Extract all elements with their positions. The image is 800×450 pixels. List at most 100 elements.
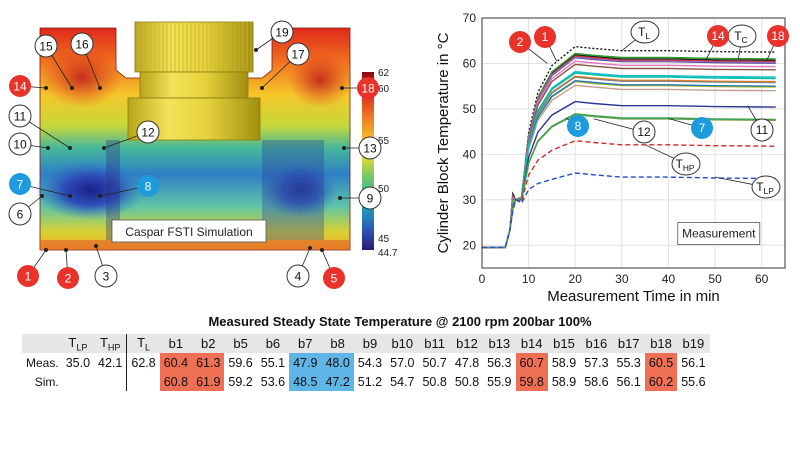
marker-label: 9 bbox=[367, 192, 374, 206]
bore-right bbox=[262, 140, 324, 240]
marker-point bbox=[308, 246, 312, 250]
line-chart: 0 10 20 30 40 50 60 20 30 40 50 60 70 Measurement Ti… bbox=[435, 11, 789, 305]
table-title: Measured Steady State Temperature @ 2100… bbox=[208, 314, 592, 329]
marker-label: 16 bbox=[75, 38, 89, 52]
column-header: b13 bbox=[483, 334, 516, 353]
column-header: b18 bbox=[644, 334, 678, 353]
annotation-label: 1 bbox=[542, 30, 549, 44]
marker-point bbox=[46, 146, 50, 150]
x-tick-label: 50 bbox=[708, 272, 722, 286]
marker-8 bbox=[137, 175, 159, 197]
shaft-spline-teeth bbox=[138, 22, 252, 72]
column-header: b14 bbox=[515, 334, 548, 353]
y-axis-label: Cylinder Block Temperature in °C bbox=[435, 32, 452, 253]
marker-18 bbox=[357, 77, 379, 99]
marker-4 bbox=[286, 264, 310, 288]
marker-point bbox=[342, 146, 346, 150]
table-cell: 60.7 bbox=[515, 353, 548, 372]
table-cell: 50.8 bbox=[454, 374, 480, 389]
column-header: b8 bbox=[321, 334, 354, 353]
column-header: b9 bbox=[353, 334, 387, 353]
chart-series bbox=[482, 45, 776, 249]
annotation-label: 8 bbox=[575, 119, 582, 133]
series-line-b15 bbox=[482, 63, 776, 249]
table-cell: 47.8 bbox=[454, 355, 480, 370]
column-header: b5 bbox=[224, 334, 257, 353]
marker-label: 1 bbox=[25, 270, 32, 284]
y-tick-label: 20 bbox=[463, 238, 477, 252]
table-cell: 56.3 bbox=[487, 355, 512, 370]
table-cell bbox=[127, 372, 160, 391]
colorbar-tick-label: 62 bbox=[378, 68, 390, 79]
marker-point bbox=[68, 146, 72, 150]
marker-point bbox=[320, 248, 324, 252]
annotation-label: 12 bbox=[637, 125, 651, 139]
marker-point bbox=[94, 244, 98, 248]
marker-label: 6 bbox=[17, 208, 24, 222]
marker-19 bbox=[270, 20, 294, 44]
table-cell: 42.1 bbox=[94, 353, 128, 372]
row-label: Sim. bbox=[34, 374, 59, 389]
marker-label: 10 bbox=[13, 138, 27, 152]
marker-13 bbox=[358, 136, 382, 160]
annotation-label: 14 bbox=[711, 29, 725, 43]
marker-label: 2 bbox=[65, 272, 72, 286]
colorbar-tick-label: 45 bbox=[378, 234, 390, 245]
marker-point bbox=[260, 86, 264, 90]
annotation-2 bbox=[509, 31, 531, 53]
column-header: b1 bbox=[159, 334, 193, 353]
annotation-11 bbox=[750, 118, 774, 142]
table-cell: 55.9 bbox=[487, 374, 512, 389]
table-cell bbox=[62, 372, 94, 391]
marker-6 bbox=[8, 202, 32, 226]
column-header: b19 bbox=[677, 334, 710, 353]
annotation-label: TL bbox=[638, 25, 650, 41]
marker-label: 3 bbox=[103, 270, 110, 284]
table-cell: 58.9 bbox=[551, 355, 577, 370]
marker-point bbox=[338, 196, 342, 200]
column-header: b11 bbox=[418, 334, 451, 353]
table-header-row: TLP THP TL b1 b2 b5 b6 b7 b8 b9 b10 b11 b12 b13 b14 b15… bbox=[22, 334, 710, 353]
hot-zone-right bbox=[288, 52, 352, 108]
x-tick-label: 10 bbox=[522, 272, 536, 286]
x-tick-label: 60 bbox=[755, 272, 769, 286]
table-cell: 57.0 bbox=[390, 355, 415, 370]
table-row: Meas. 35.0 42.1 62.8 60.4 61.3 59.6 55.1 47.9 48.… bbox=[22, 353, 710, 372]
bore-left bbox=[106, 140, 120, 240]
table-cell: 59.8 bbox=[515, 372, 548, 391]
measurement-box-label: Measurement bbox=[682, 227, 756, 241]
marker-7 bbox=[9, 173, 31, 195]
cold-zone-left bbox=[35, 160, 145, 220]
marker-16 bbox=[70, 32, 94, 56]
table-cell: 55.6 bbox=[681, 374, 706, 389]
marker-point bbox=[44, 86, 48, 90]
annotation-label: 18 bbox=[771, 29, 785, 43]
column-header: b17 bbox=[612, 334, 645, 353]
marker-label: 14 bbox=[13, 80, 27, 94]
column-header: THP bbox=[94, 334, 128, 353]
annotation-1 bbox=[534, 26, 556, 48]
annotation-label: TLP bbox=[756, 180, 774, 196]
annotation-14 bbox=[707, 25, 729, 47]
annotation-8 bbox=[567, 115, 589, 137]
marker-label: 17 bbox=[291, 48, 305, 62]
table-cell: 48.0 bbox=[321, 353, 354, 372]
marker-point bbox=[340, 86, 344, 90]
colorbar-tick-label: 44.7 bbox=[378, 248, 398, 259]
caption-text: Caspar FSTI Simulation bbox=[125, 225, 252, 239]
row-label: Meas. bbox=[26, 355, 59, 370]
table-cell: 47.9 bbox=[289, 353, 322, 372]
marker-label: 15 bbox=[39, 40, 53, 54]
marker-11 bbox=[8, 104, 32, 128]
chart-annotations: 2 1 TL TC 14 18 8 12 7 11 THP TLP bbox=[509, 20, 789, 199]
table-cell: 48.5 bbox=[289, 372, 322, 391]
marker-5 bbox=[323, 267, 345, 289]
table-cell: 59.6 bbox=[228, 355, 253, 370]
annotation-label: THP bbox=[676, 157, 695, 173]
table-cell: 35.0 bbox=[65, 355, 91, 370]
column-header: b6 bbox=[256, 334, 290, 353]
table-cell: 54.7 bbox=[390, 374, 415, 389]
series-line-TC bbox=[482, 54, 776, 249]
